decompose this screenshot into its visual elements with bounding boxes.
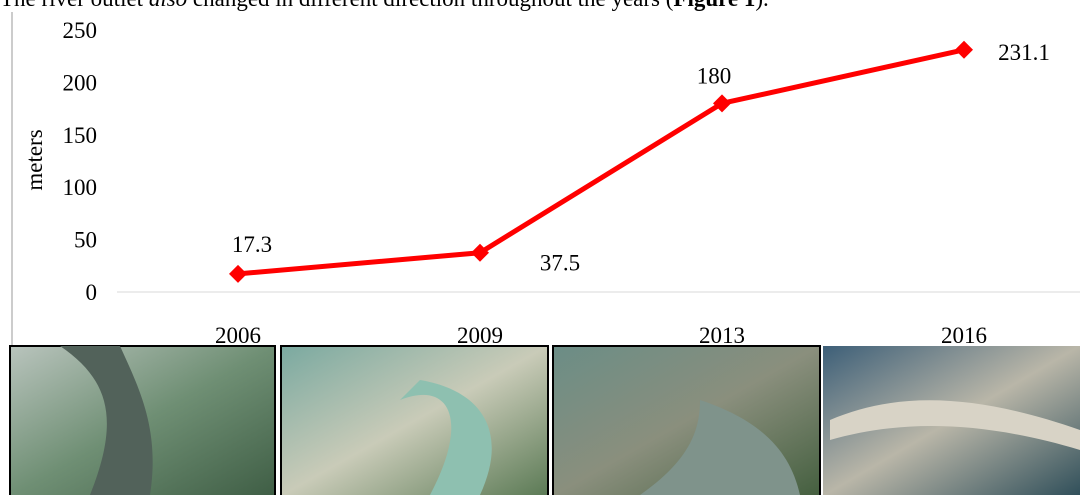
- intro-part: also: [149, 0, 187, 11]
- intro-part: The river outlet: [0, 0, 149, 11]
- data-label: 231.1: [998, 40, 1050, 65]
- intro-text: The river outlet also changed in differe…: [0, 0, 769, 11]
- page: The river outlet also changed in differe…: [0, 0, 1080, 495]
- intro-part: ).: [755, 0, 768, 11]
- y-tick-label: 150: [63, 123, 98, 148]
- marker: [229, 265, 247, 283]
- data-label: 180: [697, 63, 732, 88]
- x-tick-label: 2006: [215, 323, 261, 348]
- photo: [281, 346, 548, 495]
- photos: [10, 346, 1080, 495]
- y-axis-title: meters: [22, 129, 47, 190]
- intro-part: changed in different direction throughou…: [187, 0, 673, 11]
- y-tick-label: 0: [86, 280, 98, 305]
- x-tick-label: 2016: [941, 323, 987, 348]
- y-tick-label: 50: [74, 228, 97, 253]
- figure: The river outlet also changed in differe…: [0, 0, 1080, 495]
- data-label: 17.3: [232, 232, 272, 257]
- y-tick-label: 250: [63, 18, 98, 43]
- intro-part: Figure 1: [673, 0, 755, 11]
- marker: [955, 41, 973, 59]
- data-label: 37.5: [540, 251, 580, 276]
- x-tick-label: 2009: [457, 323, 503, 348]
- y-tick-label: 200: [63, 70, 98, 95]
- series-line: [238, 50, 964, 274]
- x-tick-label: 2013: [699, 323, 745, 348]
- y-tick-label: 100: [63, 175, 98, 200]
